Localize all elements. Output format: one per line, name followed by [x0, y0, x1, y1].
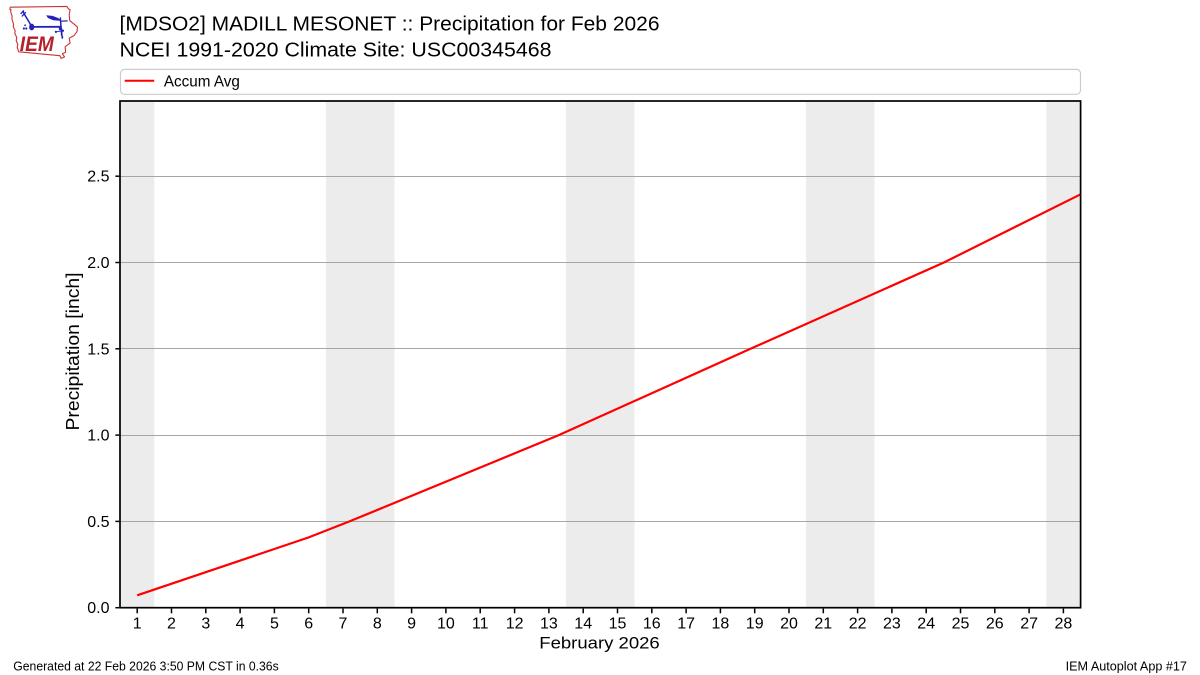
svg-text:23: 23	[883, 615, 901, 632]
svg-text:2.0: 2.0	[87, 255, 109, 272]
svg-text:1.0: 1.0	[87, 428, 109, 445]
svg-text:13: 13	[540, 615, 558, 632]
svg-text:1.5: 1.5	[87, 341, 109, 358]
svg-text:20: 20	[780, 615, 798, 632]
svg-text:[MDSO2] MADILL MESONET :: Prec: [MDSO2] MADILL MESONET :: Precipitation …	[120, 14, 660, 36]
svg-text:2.5: 2.5	[87, 169, 109, 186]
svg-text:Accum Avg: Accum Avg	[164, 74, 240, 91]
svg-text:18: 18	[712, 615, 730, 632]
svg-text:8: 8	[373, 615, 382, 632]
svg-text:11: 11	[472, 615, 489, 632]
svg-text:27: 27	[1020, 615, 1038, 632]
svg-text:12: 12	[506, 615, 524, 632]
svg-text:17: 17	[677, 615, 695, 632]
svg-text:3: 3	[201, 615, 210, 632]
svg-text:2: 2	[167, 615, 176, 632]
svg-text:NCEI 1991-2020 Climate Site: U: NCEI 1991-2020 Climate Site: USC00345468	[120, 40, 552, 62]
svg-text:IEM: IEM	[20, 33, 54, 56]
svg-text:22: 22	[849, 615, 867, 632]
svg-text:28: 28	[1055, 615, 1073, 632]
svg-text:5: 5	[270, 615, 279, 632]
svg-text:10: 10	[437, 615, 455, 632]
svg-text:1: 1	[133, 615, 142, 632]
svg-text:21: 21	[814, 615, 832, 632]
svg-text:7: 7	[339, 615, 348, 632]
svg-text:14: 14	[574, 615, 592, 632]
svg-text:4: 4	[236, 615, 245, 632]
svg-text:16: 16	[643, 615, 661, 632]
svg-text:February 2026: February 2026	[539, 633, 660, 652]
svg-text:19: 19	[746, 615, 764, 632]
svg-text:26: 26	[986, 615, 1004, 632]
svg-text:Generated at 22 Feb 2026 3:50: Generated at 22 Feb 2026 3:50 PM CST in …	[13, 659, 279, 674]
svg-text:9: 9	[407, 615, 416, 632]
svg-text:24: 24	[917, 615, 935, 632]
svg-text:6: 6	[304, 615, 313, 632]
svg-text:Precipitation [inch]: Precipitation [inch]	[63, 273, 83, 431]
svg-text:15: 15	[609, 615, 627, 632]
svg-text:0.5: 0.5	[87, 514, 109, 531]
svg-text:IEM Autoplot App #17: IEM Autoplot App #17	[1066, 659, 1187, 674]
svg-text:25: 25	[952, 615, 970, 632]
svg-text:0.0: 0.0	[87, 600, 109, 617]
